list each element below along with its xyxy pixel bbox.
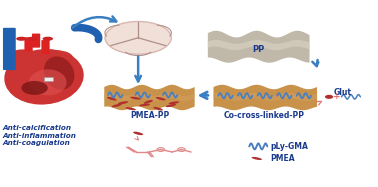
Ellipse shape bbox=[4, 49, 84, 105]
Text: PP: PP bbox=[253, 45, 265, 54]
FancyBboxPatch shape bbox=[44, 77, 53, 81]
Ellipse shape bbox=[130, 97, 141, 99]
Text: PMEA-PP: PMEA-PP bbox=[130, 111, 169, 120]
FancyBboxPatch shape bbox=[32, 33, 40, 48]
Ellipse shape bbox=[169, 101, 179, 104]
Polygon shape bbox=[104, 85, 195, 110]
Text: Anti-inflammation: Anti-inflammation bbox=[3, 133, 76, 139]
Ellipse shape bbox=[133, 132, 143, 135]
Ellipse shape bbox=[5, 49, 42, 67]
Polygon shape bbox=[208, 40, 310, 50]
Ellipse shape bbox=[16, 37, 27, 41]
FancyBboxPatch shape bbox=[3, 28, 16, 70]
Ellipse shape bbox=[144, 100, 153, 104]
Polygon shape bbox=[208, 31, 310, 63]
Ellipse shape bbox=[166, 104, 176, 107]
Ellipse shape bbox=[112, 104, 122, 107]
Ellipse shape bbox=[107, 97, 116, 101]
Ellipse shape bbox=[44, 56, 74, 90]
Polygon shape bbox=[214, 93, 317, 101]
Ellipse shape bbox=[156, 97, 166, 100]
Text: Anti-coagulation: Anti-coagulation bbox=[3, 140, 70, 146]
Circle shape bbox=[105, 22, 171, 54]
Text: pLy-GMA: pLy-GMA bbox=[271, 142, 308, 151]
Text: +: + bbox=[333, 92, 341, 101]
Ellipse shape bbox=[252, 157, 262, 160]
Ellipse shape bbox=[42, 37, 53, 41]
FancyBboxPatch shape bbox=[41, 40, 50, 54]
Ellipse shape bbox=[28, 37, 38, 41]
Text: Co-cross-linked-PP: Co-cross-linked-PP bbox=[224, 111, 305, 120]
Ellipse shape bbox=[22, 81, 48, 95]
Text: PMEA: PMEA bbox=[271, 154, 295, 163]
Polygon shape bbox=[104, 93, 195, 101]
Text: Anti-calcification: Anti-calcification bbox=[3, 125, 71, 131]
Polygon shape bbox=[214, 85, 317, 110]
Text: Glut: Glut bbox=[334, 88, 352, 96]
Ellipse shape bbox=[29, 69, 67, 95]
FancyBboxPatch shape bbox=[25, 37, 33, 51]
Ellipse shape bbox=[139, 104, 150, 106]
Ellipse shape bbox=[41, 50, 73, 66]
Ellipse shape bbox=[118, 101, 128, 104]
Ellipse shape bbox=[125, 107, 136, 110]
Circle shape bbox=[325, 95, 333, 99]
Ellipse shape bbox=[153, 107, 163, 111]
